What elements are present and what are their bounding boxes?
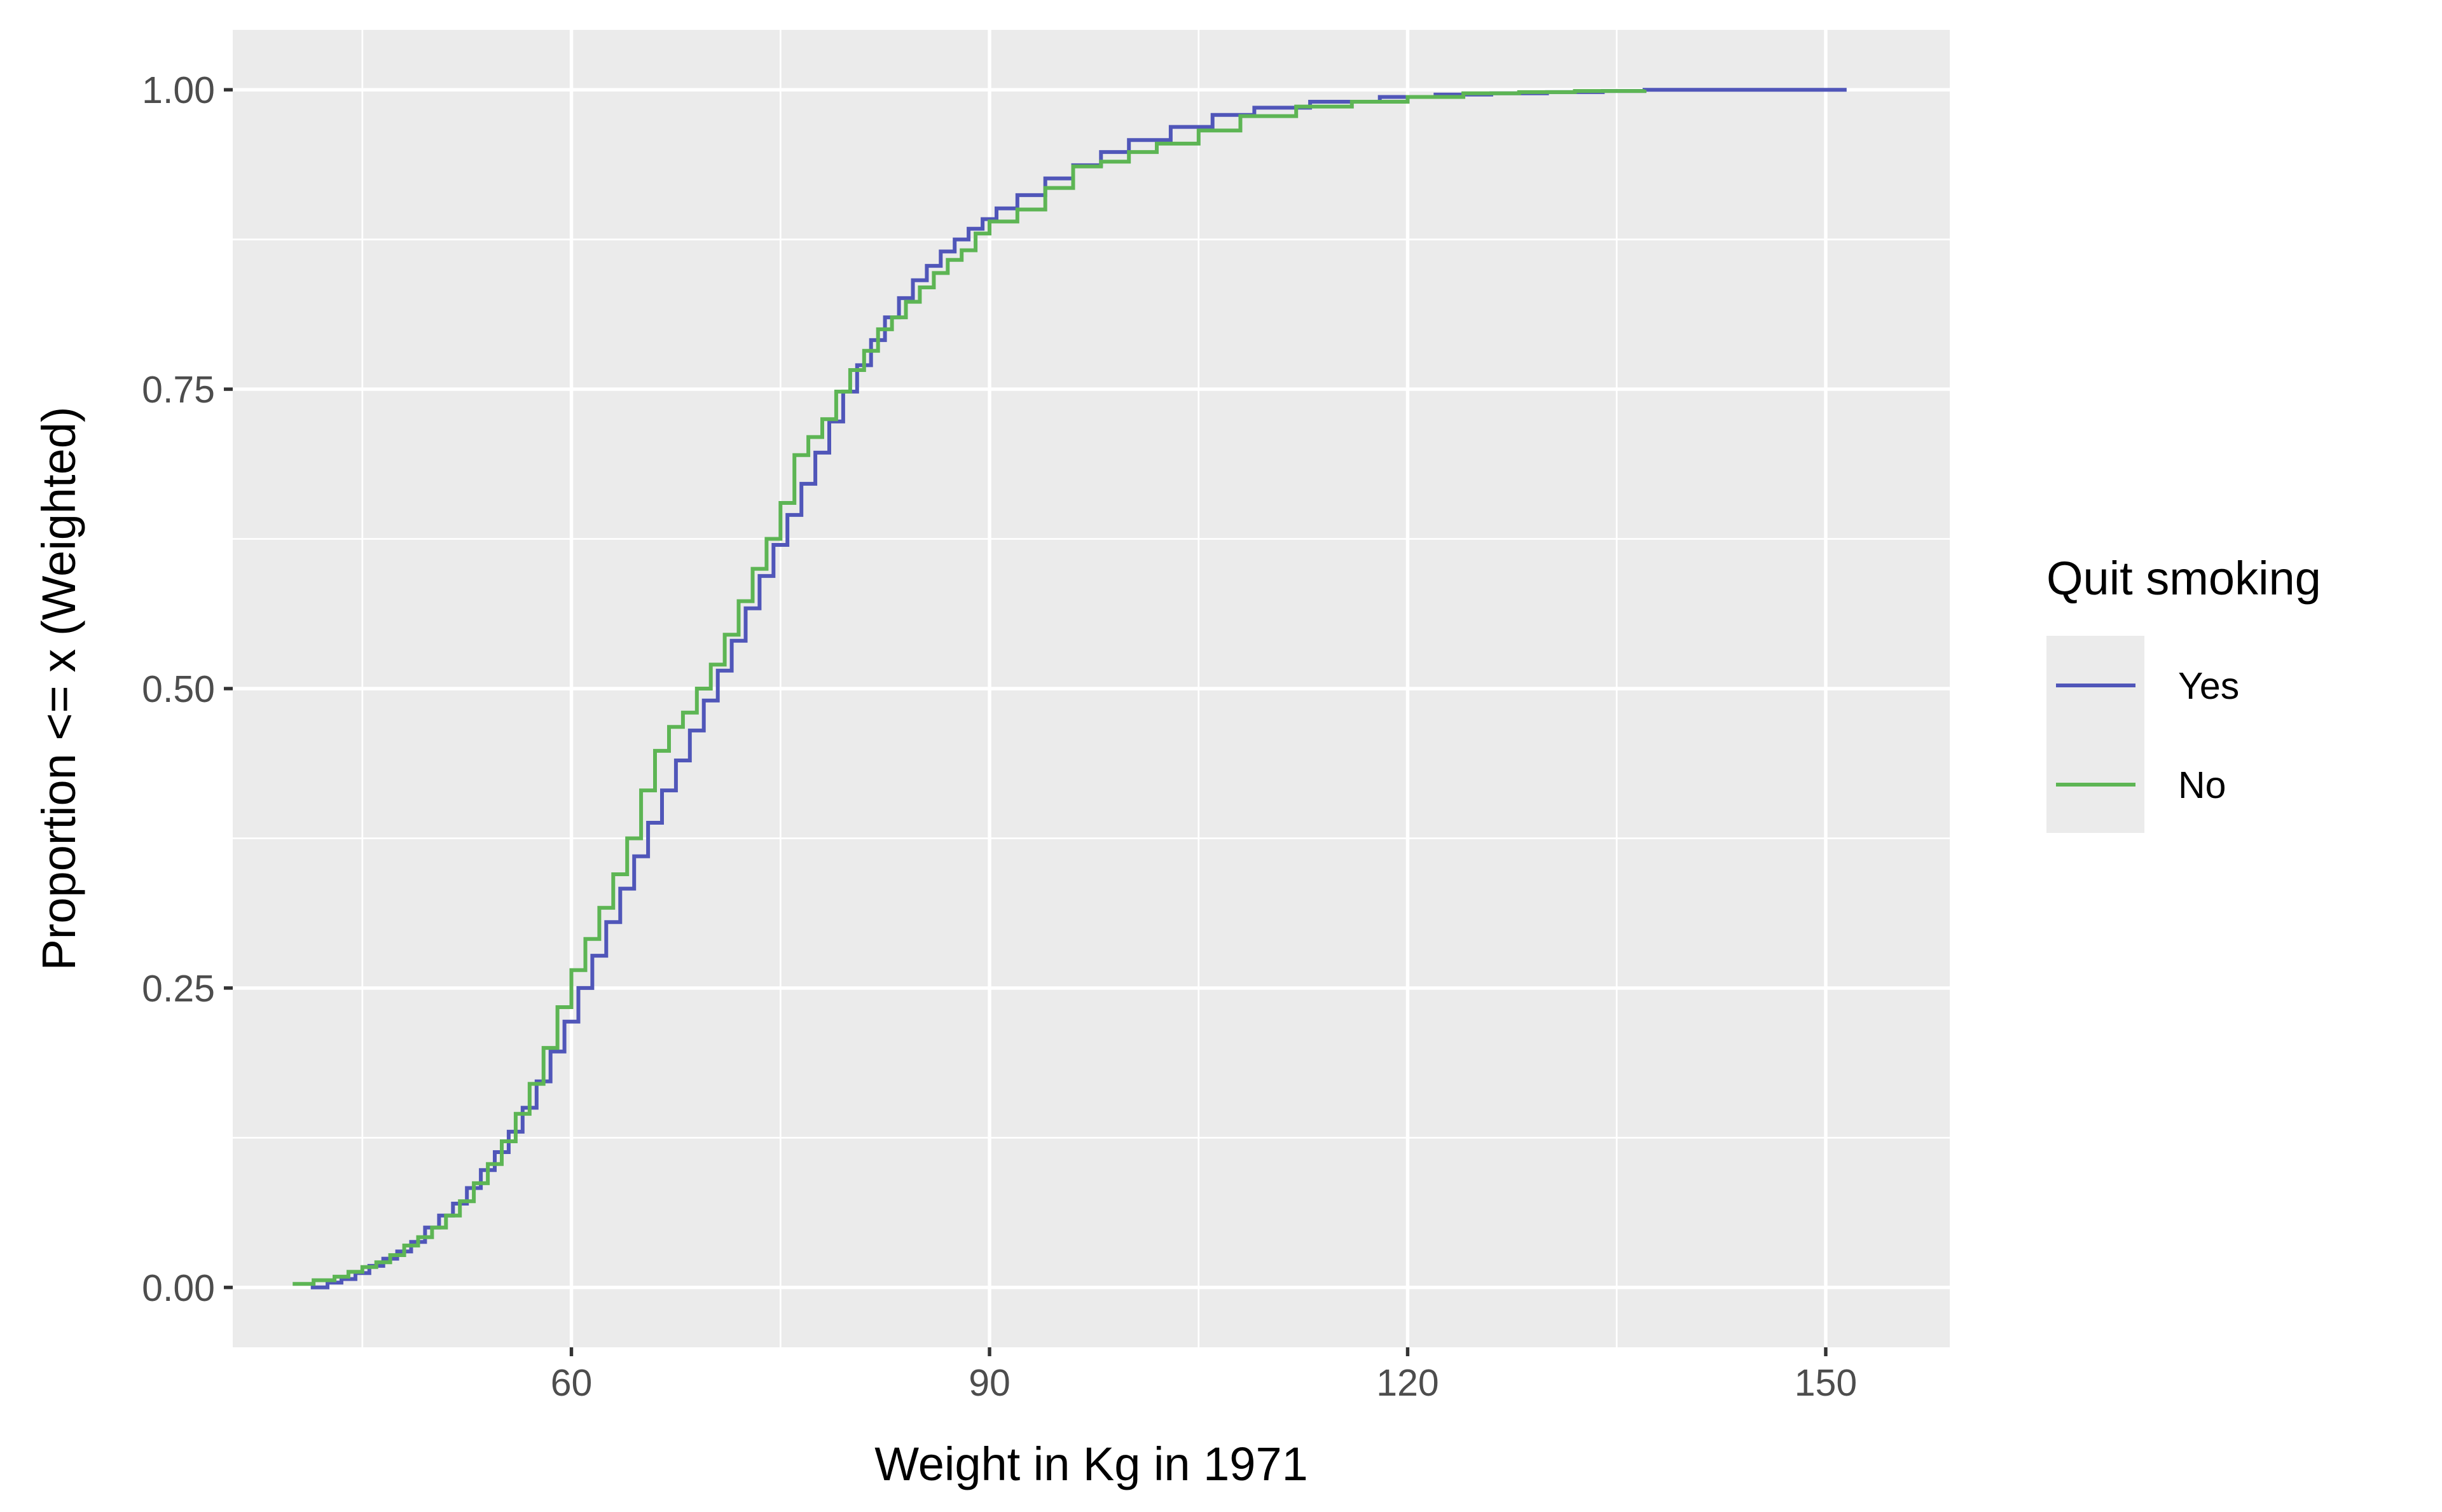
legend-label-yes: Yes (2178, 665, 2239, 707)
y-tick-label: 0.75 (142, 369, 215, 411)
x-tick-label: 60 (551, 1362, 593, 1404)
x-tick-label: 120 (1376, 1362, 1438, 1404)
y-axis-title: Proportion <= x (Weighted) (32, 406, 85, 970)
y-tick-label: 0.00 (142, 1267, 215, 1309)
series-lines (293, 88, 1847, 1289)
axes: 60 90 120 150 0.00 0.25 0.50 0.75 1.00 (142, 69, 1857, 1404)
y-tick-label: 0.50 (142, 668, 215, 710)
legend: Quit smoking Yes No (2046, 552, 2321, 833)
x-tick-label: 150 (1795, 1362, 1857, 1404)
x-tick-label: 90 (969, 1362, 1011, 1404)
series-line-no (293, 89, 1646, 1286)
y-tick-label: 0.25 (142, 968, 215, 1010)
x-axis-title: Weight in Kg in 1971 (874, 1438, 1308, 1490)
legend-title: Quit smoking (2046, 552, 2321, 605)
y-tick-label: 1.00 (142, 69, 215, 111)
major-gridlines (233, 30, 1950, 1347)
legend-label-no: No (2178, 764, 2226, 806)
legend-key-background (2046, 636, 2144, 833)
series-line-yes (310, 88, 1847, 1289)
